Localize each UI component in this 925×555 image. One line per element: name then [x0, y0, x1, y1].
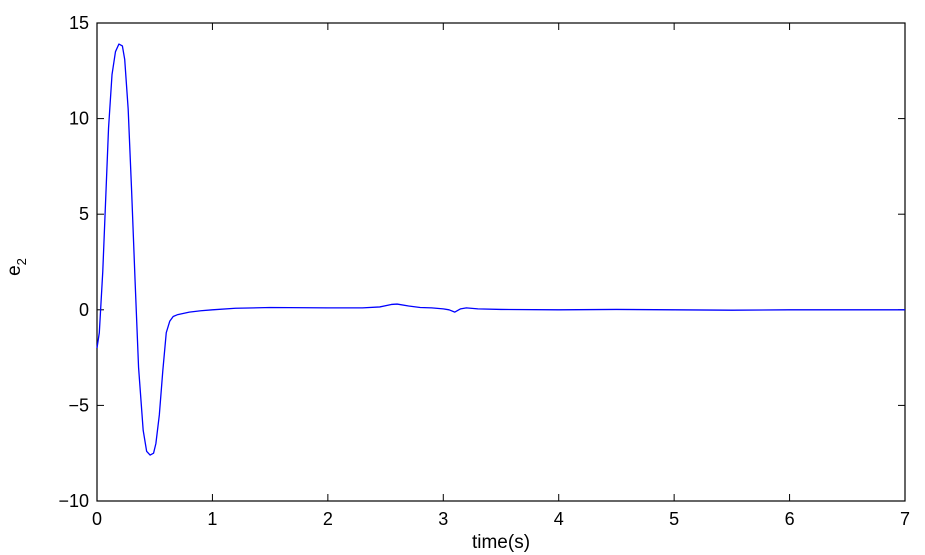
x-tick-label: 7 — [900, 509, 910, 529]
y-tick-label: 10 — [69, 109, 89, 129]
y-tick-label: 15 — [69, 13, 89, 33]
series-line — [96, 43, 905, 456]
x-tick-label: 4 — [554, 509, 564, 529]
y-tick-label: 5 — [79, 204, 89, 224]
x-tick-label: 2 — [323, 509, 333, 529]
y-axis-ticks: −10 −5 0 5 10 15 — [58, 13, 905, 511]
plot-area — [96, 22, 906, 502]
y-tick-label: 0 — [79, 300, 89, 320]
x-tick-label: 3 — [438, 509, 448, 529]
x-tick-label: 1 — [207, 509, 217, 529]
x-tick-label: 0 — [92, 509, 102, 529]
svg-text:e2: e2 — [4, 258, 29, 276]
y-tick-label: −5 — [68, 395, 89, 415]
x-axis-ticks: 0 1 2 3 4 5 6 7 — [92, 23, 910, 529]
x-axis-label: time(s) — [472, 532, 530, 553]
x-tick-label: 6 — [785, 509, 795, 529]
y-axis-label-main: e — [4, 265, 25, 276]
y-axis-label-subscript: 2 — [14, 258, 29, 265]
y-axis-label: e2 — [4, 258, 29, 276]
x-tick-label: 5 — [669, 509, 679, 529]
series-layer — [96, 43, 905, 456]
y-tick-label: −10 — [58, 491, 89, 511]
